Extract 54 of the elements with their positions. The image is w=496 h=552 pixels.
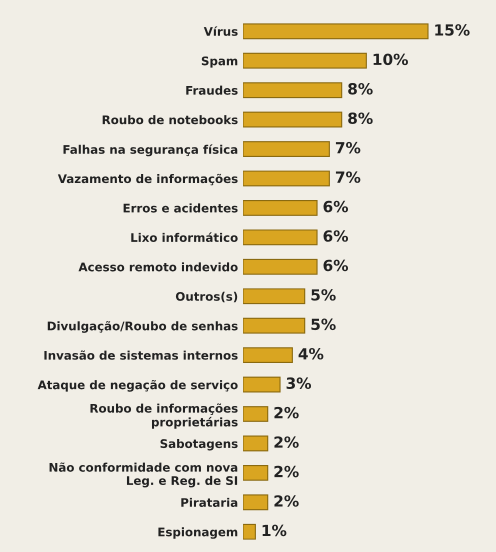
y-tick-label: Não conformidade com nova Leg. e Reg. de SI [50,462,238,488]
y-tick-label: Vazamento de informações [58,174,238,186]
bar [243,229,318,246]
data-label: 7% [336,171,360,183]
bar [243,52,367,69]
bar [243,82,342,98]
data-label: 8% [348,112,373,124]
y-tick-label: Outros(s) [176,292,238,302]
data-label: 3% [286,377,312,389]
bar [243,288,306,304]
data-label: 1% [262,524,286,536]
y-tick-label: Spam [202,56,238,68]
y-tick-label: Sabotagens [160,438,238,450]
data-label: 2% [274,495,299,507]
data-label: 4% [298,348,324,360]
y-tick-label: Vírus [204,26,238,36]
data-label: 6% [324,230,348,242]
data-label: 2% [274,466,299,478]
data-label: 15% [435,24,470,36]
y-tick-label: Divulgação/Roubo de senhas [48,321,238,333]
data-label: 8% [348,83,373,95]
bar [243,318,306,334]
bar [243,112,342,128]
bar [243,406,268,422]
bar [243,464,268,481]
y-tick-label: Acesso remoto indevido [78,262,238,272]
y-tick-label: Falhas na segurança física [64,144,238,156]
y-tick-label: Fraudes [186,86,238,95]
data-label: 5% [311,289,336,301]
data-label: 6% [324,200,348,212]
y-tick-label: Pirataria [181,498,238,507]
y-tick-label: Erros e acidentes [124,203,238,213]
y-tick-label: Roubo de informações proprietárias [90,403,238,429]
y-tick-label: Roubo de notebooks [102,115,238,124]
data-label: 6% [324,260,348,272]
data-label: 5% [311,318,336,330]
bar [243,436,268,452]
bar [243,258,318,275]
bar [243,376,281,392]
y-tick-label: Espionagem [158,527,238,539]
bar [243,200,318,216]
bar [243,170,330,186]
data-label: 2% [274,436,299,448]
bar [243,141,330,157]
y-tick-label: Ataque de negação de serviço [38,380,238,392]
data-label: 10% [374,54,408,66]
y-tick-label: Invasão de sistemas internos [44,350,238,360]
bar [243,23,429,40]
y-tick-label: Lixo informático [131,232,238,242]
data-label: 2% [274,406,299,418]
bar [243,347,293,364]
bar [243,494,268,510]
data-label: 7% [336,142,360,154]
bar [243,524,256,540]
